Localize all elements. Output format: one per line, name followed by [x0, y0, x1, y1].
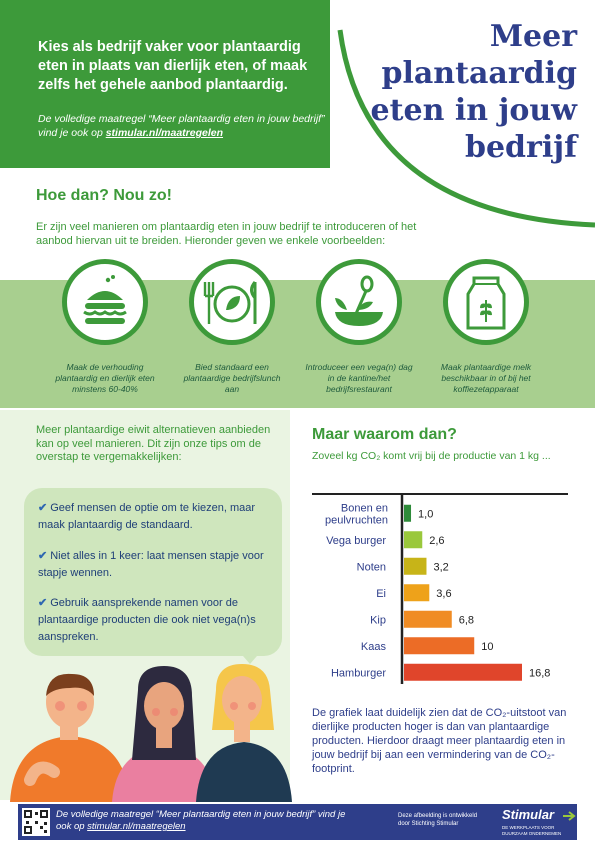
- category-label: Kip: [370, 614, 386, 626]
- category-label: Ei: [376, 588, 386, 600]
- footer-link[interactable]: stimular.nl/maatregelen: [87, 821, 186, 832]
- burger-icon: [62, 259, 148, 345]
- tip-item: ✔ Niet alles in 1 keer: laat mensen stapj…: [38, 550, 264, 579]
- logo-arrow-icon: [563, 811, 576, 821]
- category-label: Bonen en peulvruchten: [325, 502, 388, 526]
- example-caption: Maak de verhouding plantaardig en dierli…: [55, 362, 155, 394]
- chart-bar: [404, 531, 423, 549]
- chart-conclusion: De grafiek laat duidelijk zien dat de CO…: [312, 707, 567, 775]
- intro-note: De volledige maatregel “Meer plantaardig…: [38, 113, 325, 139]
- chart-bar: [404, 610, 452, 628]
- logo-tagline: DE WERKPLAATS VOOR DUURZAAM ONDERNEMEN: [502, 825, 562, 836]
- title-line: Meer: [489, 19, 577, 54]
- check-icon: ✔: [38, 597, 48, 609]
- chart-bar: [404, 584, 430, 602]
- category-label: Hamburger: [331, 667, 386, 679]
- bar-value-label: 10: [481, 641, 493, 653]
- maatregelen-link[interactable]: stimular.nl/maatregelen: [105, 127, 224, 139]
- stimular-logo[interactable]: Stimular: [502, 807, 555, 822]
- qr-code-icon[interactable]: [22, 808, 50, 836]
- example-caption: Maak plantaardige melk beschikbaar in of…: [440, 362, 532, 394]
- example-caption: Bied standaard een plantaardige bedrijfs…: [183, 362, 281, 394]
- tip-item: ✔ Geef mensen de optie om te kiezen, maar…: [38, 502, 256, 531]
- milk-carton-icon: [443, 259, 529, 345]
- bar-value-label: 2,6: [429, 535, 444, 547]
- example-caption: Introduceer een vega(n) dag in de kantin…: [305, 362, 413, 394]
- title-line: plantaardig: [381, 56, 577, 91]
- title-arc: [337, 29, 595, 228]
- header-banner: [0, 0, 330, 168]
- tips-intro: Meer plantaardige eiwit alternatieven aa…: [36, 424, 271, 463]
- footer-credit: Deze afbeelding is ontwikkeld door Stich…: [398, 813, 478, 827]
- bowl-spoon-icon: [316, 259, 402, 345]
- check-icon: ✔: [38, 502, 48, 514]
- page-title: Meer plantaardig eten in jouw bedrijf: [327, 18, 577, 166]
- how-text: Er zijn veel manieren om plantaardig ete…: [36, 221, 417, 247]
- tip-item: ✔ Gebruik aansprekende namen voor de plan…: [38, 597, 256, 643]
- title-line: bedrijf: [464, 130, 577, 165]
- why-heading: Maar waarom dan?: [312, 426, 457, 443]
- chart-subtitle: Zoveel kg CO₂ komt vrij bij de productie…: [312, 450, 551, 462]
- bar-value-label: 6,8: [459, 614, 474, 626]
- how-heading: Hoe dan? Nou zo!: [36, 187, 172, 204]
- footer-note: De volledige maatregel “Meer plantaardig…: [56, 809, 346, 832]
- co2-bar-chart: 1,0 Bonen en peulvruchten 2,6 Vega burger 3,2…: [312, 493, 568, 684]
- check-icon: ✔: [38, 550, 48, 562]
- people-illustration: [10, 664, 292, 802]
- footer-bar: [18, 804, 577, 840]
- bar-value-label: 3,2: [433, 561, 448, 573]
- tips-bubble: [24, 488, 282, 656]
- category-label: Noten: [357, 561, 386, 573]
- category-label: Kaas: [361, 641, 387, 653]
- bar-value-label: 16,8: [529, 667, 550, 679]
- category-label: Vega burger: [326, 535, 386, 547]
- title-line: eten in jouw: [370, 93, 577, 128]
- bar-value-label: 3,6: [436, 588, 451, 600]
- chart-bar: [404, 504, 412, 522]
- chart-bar: [404, 557, 427, 575]
- intro-text: Kies als bedrijf vaker voor plantaardig …: [38, 39, 308, 93]
- chart-bar: [404, 663, 522, 681]
- bubble-tail: [236, 648, 264, 664]
- bar-value-label: 1,0: [418, 508, 433, 520]
- plate-cutlery-icon: [189, 259, 275, 345]
- chart-bar: [404, 637, 475, 655]
